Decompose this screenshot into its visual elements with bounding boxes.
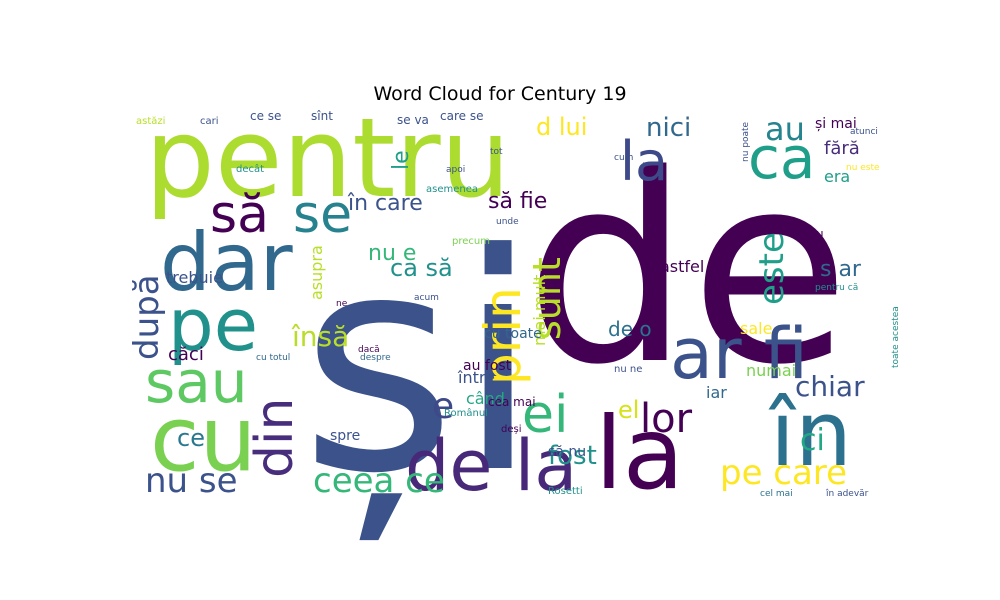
word-61: ce se <box>250 109 281 123</box>
word-54: le <box>389 150 414 170</box>
word-81: cum <box>614 153 633 163</box>
word-70: asemenea <box>426 184 478 195</box>
word-75: în adevăr <box>825 489 869 499</box>
word-35: e <box>432 386 454 427</box>
word-83: tot <box>490 147 503 157</box>
word-26: au <box>765 110 805 148</box>
word-64: sînt <box>311 109 333 123</box>
word-69: precum <box>452 236 490 247</box>
word-37: ca să <box>390 254 453 282</box>
word-38: nu e <box>368 241 416 266</box>
word-62: se va <box>397 113 429 127</box>
word-30: însă <box>291 320 349 353</box>
word-22: este <box>752 232 792 305</box>
word-76: pentru că <box>815 283 858 293</box>
word-24: pe care <box>720 453 847 493</box>
word-18: sunt <box>525 257 569 340</box>
word-44: trebuie <box>166 268 223 287</box>
word-13: se <box>293 185 352 245</box>
word-31: chiar <box>795 370 865 403</box>
word-58: să nu <box>548 444 586 460</box>
word-74: cel mai <box>760 489 793 499</box>
word-45: căci <box>168 344 204 365</box>
word-42: numai <box>746 361 796 380</box>
word-53: când <box>466 389 505 408</box>
word-43: mai mult <box>530 275 549 346</box>
word-21: după <box>127 274 167 360</box>
word-23: lor <box>640 396 693 442</box>
word-73: Rosetti <box>548 486 583 497</box>
word-32: fost <box>548 441 597 471</box>
word-80: cu totul <box>256 353 290 363</box>
word-20: nu se <box>145 461 238 501</box>
word-85: acum <box>414 293 439 303</box>
word-2: pentru <box>145 94 510 222</box>
word-0: și <box>300 190 540 543</box>
word-46: asupra <box>307 245 326 300</box>
word-19: ceea ce <box>313 461 445 501</box>
word-27: d lui <box>536 113 587 141</box>
word-3: dar <box>160 216 293 309</box>
word-51: și cu <box>796 227 824 241</box>
word-34: el <box>618 396 639 424</box>
word-6: la <box>595 395 684 512</box>
word-71: nu ne <box>614 364 642 375</box>
word-72: Românul <box>444 407 488 419</box>
word-8: pe <box>168 283 258 367</box>
word-41: era <box>824 167 850 186</box>
word-86: nu este <box>846 163 880 173</box>
word-17: prin <box>474 287 532 385</box>
word-12: să <box>210 185 269 245</box>
word-78: dacă <box>358 345 380 355</box>
word-65: astăzi <box>136 116 165 127</box>
word-11: de la <box>405 425 577 507</box>
word-84: unde <box>496 217 519 227</box>
word-48: de o <box>608 317 652 341</box>
word-67: decât <box>236 163 264 175</box>
word-7: ar fi <box>670 313 808 395</box>
word-5: în <box>768 382 852 487</box>
word-50: și mai <box>815 116 857 132</box>
word-40: fără <box>824 138 860 159</box>
word-14: la <box>620 130 668 193</box>
word-63: care se <box>440 109 483 123</box>
word-52: între <box>457 368 495 387</box>
word-29: să fie <box>488 189 547 214</box>
word-28: în care <box>347 191 423 216</box>
word-56: cea mai <box>488 395 536 409</box>
word-66: cari <box>200 116 219 127</box>
word-49: sale <box>740 319 772 338</box>
word-89: toate acestea <box>891 306 901 368</box>
word-9: sau <box>145 348 248 416</box>
word-79: despre <box>360 353 391 363</box>
word-88: atunci <box>850 127 878 137</box>
word-77: ne <box>336 299 348 309</box>
word-59: au fost <box>463 358 512 374</box>
word-4: cu <box>150 387 257 492</box>
word-16: ei <box>522 385 568 445</box>
word-15: din <box>245 398 305 478</box>
word-33: ci <box>800 423 825 458</box>
word-55: iar <box>706 383 727 402</box>
word-82: apoi <box>446 165 465 175</box>
word-25: nici <box>646 113 691 143</box>
word-57: spre <box>330 428 360 444</box>
word-60: cu toate <box>484 326 542 342</box>
word-87: nu poate <box>741 121 751 162</box>
word-10: ca <box>748 124 815 192</box>
word-47: astfel <box>660 257 704 276</box>
word-68: deși <box>501 424 522 435</box>
word-1: de <box>525 120 850 422</box>
chart-title: Word Cloud for Century 19 <box>373 83 627 105</box>
word-39: s ar <box>820 257 862 282</box>
word-36: ce <box>177 424 205 452</box>
